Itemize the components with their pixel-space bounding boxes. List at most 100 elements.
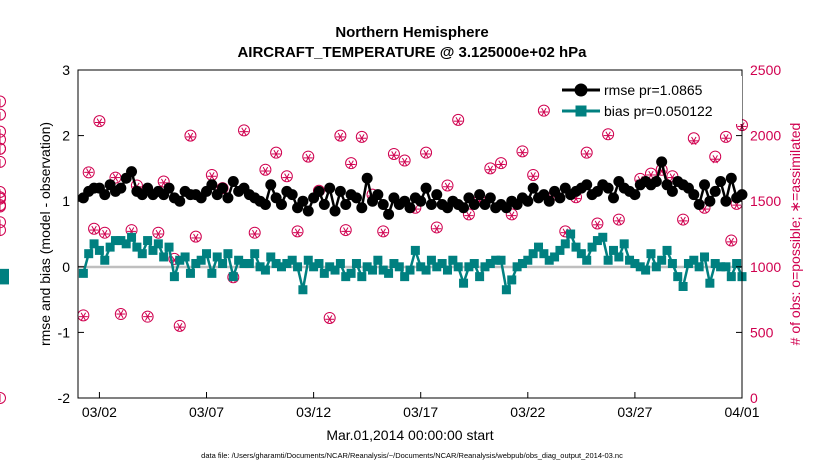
obs-possible-point [248,226,261,239]
bias-point [603,255,613,265]
obs-possible-point [644,167,657,180]
obs-assimilated-point [357,134,367,143]
rmse-point [297,195,309,207]
bias-point [459,278,469,288]
obs-possible-point [302,150,315,163]
obs-assimilated-point [100,229,110,239]
obs-possible-point [687,132,700,145]
bias-point [689,255,699,265]
rmse-point [318,198,330,210]
bias-point [700,252,710,262]
rmse-point [372,189,384,201]
bias-point [410,245,420,255]
bias-point [293,262,303,272]
rmse-point [259,198,271,210]
obs-possible-point [430,221,443,234]
bias-point [534,242,544,252]
obs-possible-point [377,225,390,238]
bias-point [421,265,431,275]
bias-point [143,236,153,246]
bias-point [630,259,640,269]
obs-possible-point [141,310,154,323]
bias-point [625,255,635,265]
bias-point [127,232,137,242]
obs-assimilated-point [614,216,624,226]
bias-point [657,255,667,265]
obs-assimilated-point [517,148,527,157]
x-tick-label: 03/27 [617,404,652,420]
bias-point [389,259,399,269]
bias-point [250,249,260,259]
obs-possible-point [355,130,368,143]
bias-point [212,252,222,262]
rmse-point [688,189,700,201]
left-axis-ticks: -2 -1 0 1 2 3 [58,62,84,406]
obs-assimilated-point [191,233,201,243]
obs-possible-point [339,224,352,237]
rmse-point [581,179,593,191]
bias-point [116,236,126,246]
obs-possible-point [114,308,127,321]
bias-point [635,262,645,272]
bias-point [448,255,458,265]
x-tick-label: 03/07 [189,404,224,420]
bias-point [550,252,560,262]
obs-possible-point [345,157,358,170]
plot-frame [77,69,743,399]
obs-assimilated-point [143,312,153,321]
obs-possible-point [452,113,465,126]
bias-point [0,268,9,278]
rmse-point [522,195,534,207]
bias-point [432,262,442,272]
obs-assimilated-point [94,118,104,127]
bias-point [485,259,495,269]
obs-possible-point [537,104,550,117]
bias-point [416,262,426,272]
x-tick-label: 03/17 [403,404,438,420]
obs-assimilated-point [341,227,351,236]
series-layer [0,156,748,295]
x-tick-label: 04/01 [724,404,759,420]
rmse-point [468,198,480,210]
obs-possible-point [0,155,6,168]
rmse-point [217,182,229,194]
obs-assimilated-point [153,229,163,239]
rmse-point [340,198,352,210]
obs-assimilated-point [496,160,506,169]
rmse-point [693,198,705,210]
bias-point [646,249,656,259]
bias-point [325,262,335,272]
obs-possible-point [270,146,283,159]
bias-point [202,249,212,259]
bias-point [469,259,479,269]
bias-point [678,281,688,291]
bias-point [501,285,511,295]
obs-possible-point [238,124,250,137]
obs-possible-point [93,115,106,128]
obs-possible-point [725,234,738,247]
left-tick-label: 3 [62,62,70,78]
rmse-point [126,166,138,178]
bias-point [539,249,549,259]
rmse-point [425,198,437,210]
bias-point [148,245,158,255]
bias-point [78,268,88,278]
obs-assimilated-point [303,153,313,163]
bias-point [437,259,447,269]
right-tick-label: 1000 [750,259,781,275]
legend-bias-marker [575,105,587,117]
bias-point [196,255,206,265]
obs-assimilated-point [110,173,120,182]
obs-possible-point [602,128,615,141]
obs-possible-point [527,168,540,181]
bias-point [164,242,174,252]
obs-assimilated-point [485,165,495,174]
obs-possible-point [612,213,625,226]
rmse-point [174,195,186,207]
bias-point [571,242,581,252]
bias-point [592,236,602,246]
x-tick-label: 03/12 [296,404,331,420]
rmse-point [607,192,619,204]
left-tick-label: 0 [62,259,70,275]
